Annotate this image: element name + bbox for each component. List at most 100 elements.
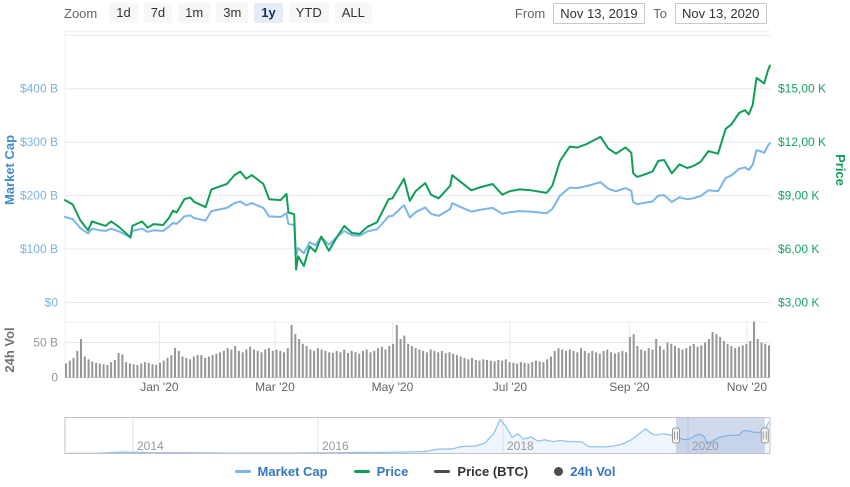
navigator: 2014 2016 2018 2020	[64, 417, 771, 455]
volume-bar	[643, 350, 646, 378]
volume-bar	[83, 356, 86, 378]
legend-marker-line	[434, 470, 451, 473]
volume-bar	[313, 350, 316, 378]
volume-bar	[655, 339, 658, 378]
range-button-1y[interactable]: 1y	[254, 3, 283, 23]
volume-bar	[474, 360, 477, 378]
volume-bar	[501, 360, 504, 378]
volume-bar	[534, 360, 537, 378]
legend-item-price-btc-[interactable]: Price (BTC)	[434, 464, 528, 479]
navigator-left-handle[interactable]	[672, 427, 680, 444]
volume-bar	[425, 352, 428, 378]
legend-item-market-cap[interactable]: Market Cap	[234, 464, 328, 479]
legend-item-24h-vol[interactable]: 24h Vol	[554, 464, 615, 479]
legend-item-price[interactable]: Price	[353, 464, 409, 479]
x-axis-labels: Jan '20 Mar '20 May '20 Jul '20 Sep '20 Nov '…	[140, 380, 767, 394]
volume-bar	[531, 362, 534, 378]
volume-plot-area[interactable]	[65, 322, 770, 378]
to-label: To	[653, 6, 667, 21]
volume-bar	[125, 362, 128, 378]
volume-bar	[628, 336, 631, 378]
volume-bar	[399, 339, 402, 378]
range-button-3m[interactable]: 3m	[216, 3, 249, 23]
volume-bar	[98, 363, 101, 378]
volume-bar	[309, 349, 312, 378]
volume-bar	[753, 321, 755, 378]
volume-bar	[553, 350, 556, 378]
volume-bar	[185, 357, 188, 378]
volume-bar	[591, 350, 594, 378]
volume-bar	[730, 346, 733, 378]
legend-marker-line	[353, 470, 370, 473]
volume-bar	[666, 342, 669, 378]
volume-bar	[264, 349, 267, 378]
volume-bar	[301, 343, 304, 378]
volume-bar	[347, 353, 349, 378]
volume-bar	[241, 352, 244, 378]
volume-bar	[437, 352, 440, 378]
volume-bar	[143, 362, 146, 378]
volume-bar	[610, 352, 613, 378]
volume-bar	[388, 346, 391, 378]
navigator-right-handle[interactable]	[760, 427, 769, 444]
volume-bar	[151, 364, 154, 378]
range-button-7d[interactable]: 7d	[143, 3, 173, 23]
volume-bar	[159, 362, 161, 378]
volume-tick-label: 0	[51, 371, 58, 385]
volume-bar	[380, 346, 383, 378]
volume-bar	[106, 364, 109, 378]
volume-bar	[377, 348, 379, 378]
volume-bar	[452, 353, 455, 378]
volume-bar	[279, 350, 282, 378]
navigator-selected-range[interactable]	[676, 417, 765, 454]
market-cap-tick-label: $200 B	[20, 189, 58, 203]
navigator-year-label: 2016	[322, 439, 349, 453]
volume-bar	[162, 360, 165, 378]
range-button-ytd[interactable]: YTD	[288, 3, 329, 23]
volume-bar	[354, 352, 357, 378]
from-date-input[interactable]	[553, 3, 646, 24]
volume-bar	[65, 363, 67, 378]
volume-bar	[335, 350, 338, 378]
navigator-area-fill	[68, 419, 770, 454]
volume-bar	[170, 355, 173, 378]
navigator-year-label: 2020	[692, 439, 719, 453]
price-tick-label: $15,00 K	[778, 82, 826, 96]
volume-bar	[358, 353, 361, 378]
volume-bar	[677, 348, 680, 378]
market-cap-axis: $0 $100 B $200 B $300 B $400 B Market Cap	[2, 82, 58, 310]
volume-bar	[482, 359, 485, 378]
main-gridlines	[64, 31, 770, 378]
price-axis-title: Price	[833, 154, 848, 186]
volume-bar	[328, 352, 331, 378]
range-button-1m[interactable]: 1m	[178, 3, 211, 23]
market-cap-tick-label: $100 B	[20, 242, 58, 256]
volume-bar	[722, 341, 725, 378]
volume-bar	[689, 346, 692, 378]
price-line-series	[64, 64, 771, 271]
volume-bar	[448, 352, 451, 378]
volume-bar	[128, 363, 131, 378]
volume-bar	[80, 339, 82, 378]
volume-bar	[463, 357, 466, 378]
range-button-1d[interactable]: 1d	[109, 3, 138, 23]
volume-bar	[512, 362, 515, 378]
range-button-all[interactable]: ALL	[334, 3, 372, 23]
volume-bar	[177, 350, 180, 378]
volume-bar	[407, 343, 410, 378]
market-cap-axis-title: Market Cap	[2, 135, 17, 205]
volume-bar	[433, 350, 436, 378]
handle-grip[interactable]	[672, 427, 680, 444]
volume-bar	[565, 350, 567, 378]
volume-bar	[230, 349, 233, 378]
legend-label: 24h Vol	[570, 464, 616, 479]
volume-bar	[204, 357, 207, 378]
volume-bar	[207, 356, 210, 378]
main-plot-area[interactable]	[65, 32, 770, 303]
volume-bar	[606, 349, 609, 378]
to-date-input[interactable]	[675, 3, 767, 24]
volume-bar	[422, 350, 425, 378]
legend-label: Price	[376, 464, 409, 479]
handle-grip[interactable]	[760, 427, 769, 444]
volume-bar	[546, 359, 549, 378]
